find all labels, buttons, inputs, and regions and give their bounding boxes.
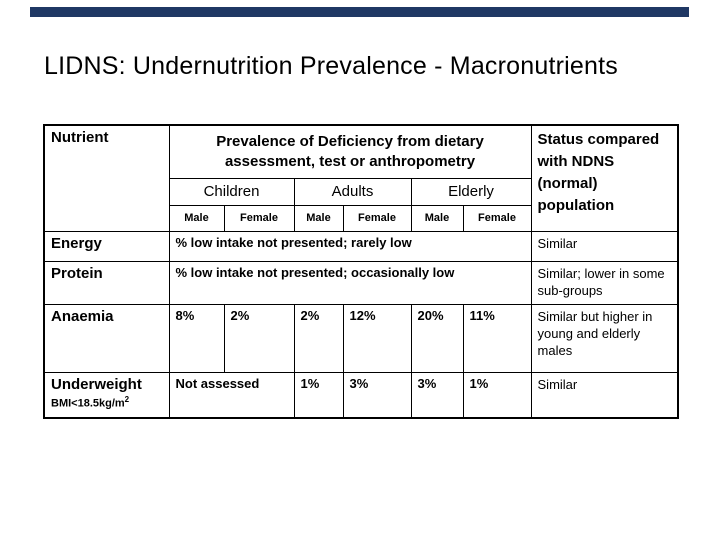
underweight-elderly-female: 1% (462, 371, 532, 419)
anaemia-elderly-male: 20% (410, 303, 464, 373)
header-adults-male: Male (293, 204, 344, 232)
protein-status: Similar; lower in some sub-groups (530, 260, 679, 305)
header-children-male: Male (168, 204, 225, 232)
underweight-elderly-male: 3% (410, 371, 464, 419)
anaemia-status: Similar but higher in young and elderly … (530, 303, 679, 373)
anaemia-children-male: 8% (168, 303, 225, 373)
underweight-adults-male: 1% (293, 371, 344, 419)
underweight-bmi-note: BMI<18.5kg/m2 (51, 394, 130, 410)
header-children-female: Female (223, 204, 295, 232)
slide-title: LIDNS: Undernutrition Prevalence - Macro… (44, 52, 618, 80)
protein-prevalence-note: % low intake not presented; occasionally… (168, 260, 532, 305)
underweight-adults-female: 3% (342, 371, 412, 419)
accent-bar (30, 7, 689, 17)
table-row-protein: Protein % low intake not presented; occa… (43, 260, 679, 305)
header-row-sex: Male Female Male Female Male Female (44, 204, 678, 232)
energy-prevalence-note: % low intake not presented; rarely low (168, 230, 532, 262)
table-row-underweight: Underweight BMI<18.5kg/m2 Not assessed 1… (43, 371, 679, 419)
header-status: Status compared with NDNS (normal) popul… (530, 124, 679, 232)
header-adults-female: Female (342, 204, 412, 232)
energy-status: Similar (530, 230, 679, 262)
table-row-energy: Energy % low intake not presented; rarel… (43, 230, 679, 262)
anaemia-children-female: 2% (223, 303, 295, 373)
anaemia-elderly-female: 11% (462, 303, 532, 373)
header-row-groups: Children Adults Elderly (44, 177, 678, 206)
header-prevalence: Prevalence of Deficiency from dietary as… (168, 124, 532, 179)
header-nutrient: Nutrient (43, 124, 170, 232)
header-group-elderly: Elderly (410, 177, 532, 206)
anaemia-adults-female: 12% (342, 303, 412, 373)
row-label-anaemia: Anaemia (43, 303, 170, 373)
row-label-energy: Energy (43, 230, 170, 262)
underweight-children-not-assessed: Not assessed (168, 371, 295, 419)
underweight-label: Underweight (51, 375, 142, 393)
header-group-children: Children (168, 177, 295, 206)
header-elderly-female: Female (462, 204, 532, 232)
row-label-protein: Protein (43, 260, 170, 305)
header-group-adults: Adults (293, 177, 412, 206)
row-label-underweight: Underweight BMI<18.5kg/m2 (43, 371, 170, 419)
underweight-status: Similar (530, 371, 679, 419)
header-elderly-male: Male (410, 204, 464, 232)
anaemia-adults-male: 2% (293, 303, 344, 373)
undernutrition-table: Nutrient Prevalence of Deficiency from d… (43, 124, 680, 419)
table-row-anaemia: Anaemia 8% 2% 2% 12% 20% 11% Similar but… (43, 303, 679, 373)
header-row-top: Nutrient Prevalence of Deficiency from d… (43, 124, 679, 232)
